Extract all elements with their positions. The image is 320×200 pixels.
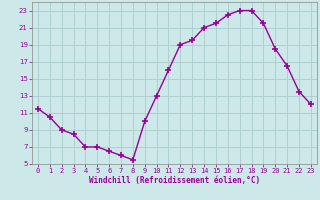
X-axis label: Windchill (Refroidissement éolien,°C): Windchill (Refroidissement éolien,°C) (89, 176, 260, 185)
